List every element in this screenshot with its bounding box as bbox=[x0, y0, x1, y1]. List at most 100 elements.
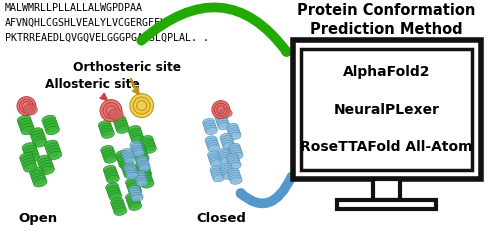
Ellipse shape bbox=[204, 123, 216, 130]
Ellipse shape bbox=[227, 155, 239, 163]
Circle shape bbox=[130, 94, 154, 117]
Ellipse shape bbox=[32, 176, 46, 184]
Ellipse shape bbox=[213, 175, 224, 182]
Ellipse shape bbox=[112, 203, 125, 210]
Ellipse shape bbox=[226, 123, 238, 131]
Text: Closed: Closed bbox=[196, 212, 246, 226]
Ellipse shape bbox=[24, 104, 38, 115]
Ellipse shape bbox=[205, 136, 217, 143]
Ellipse shape bbox=[228, 168, 239, 175]
Ellipse shape bbox=[126, 178, 138, 185]
Ellipse shape bbox=[124, 166, 136, 173]
Ellipse shape bbox=[230, 150, 242, 157]
Ellipse shape bbox=[122, 163, 134, 171]
Ellipse shape bbox=[115, 121, 128, 129]
Text: AFVNQHLCGSHLVEALYLVCGERGFFYT: AFVNQHLCGSHLVEALYLVCGERGFFYT bbox=[4, 18, 172, 28]
Ellipse shape bbox=[124, 163, 135, 170]
Circle shape bbox=[103, 103, 119, 118]
Ellipse shape bbox=[20, 155, 34, 164]
Ellipse shape bbox=[220, 163, 232, 170]
Ellipse shape bbox=[133, 145, 145, 153]
Ellipse shape bbox=[124, 170, 136, 178]
Ellipse shape bbox=[34, 139, 47, 147]
Ellipse shape bbox=[128, 125, 140, 133]
Ellipse shape bbox=[46, 143, 59, 151]
FancyArrowPatch shape bbox=[240, 177, 292, 203]
Ellipse shape bbox=[30, 168, 43, 176]
Ellipse shape bbox=[101, 128, 114, 136]
Ellipse shape bbox=[232, 152, 243, 160]
Ellipse shape bbox=[208, 145, 220, 152]
Ellipse shape bbox=[132, 195, 143, 202]
Circle shape bbox=[17, 97, 36, 116]
Ellipse shape bbox=[119, 161, 132, 168]
Ellipse shape bbox=[46, 146, 60, 154]
Circle shape bbox=[212, 101, 230, 118]
Ellipse shape bbox=[30, 128, 43, 136]
Ellipse shape bbox=[136, 155, 149, 163]
Ellipse shape bbox=[215, 113, 226, 121]
Ellipse shape bbox=[121, 148, 132, 155]
Ellipse shape bbox=[222, 168, 233, 175]
Ellipse shape bbox=[216, 116, 228, 123]
Ellipse shape bbox=[212, 170, 223, 177]
Ellipse shape bbox=[218, 150, 230, 158]
Ellipse shape bbox=[120, 161, 133, 168]
Ellipse shape bbox=[114, 118, 126, 126]
Ellipse shape bbox=[45, 123, 59, 132]
Ellipse shape bbox=[30, 170, 44, 179]
Ellipse shape bbox=[136, 158, 148, 165]
Ellipse shape bbox=[130, 192, 142, 199]
Ellipse shape bbox=[134, 150, 147, 158]
Ellipse shape bbox=[126, 170, 138, 177]
Ellipse shape bbox=[139, 170, 151, 178]
Text: Orthosteric site: Orthosteric site bbox=[73, 61, 181, 93]
Ellipse shape bbox=[116, 153, 129, 161]
Ellipse shape bbox=[206, 140, 218, 147]
Ellipse shape bbox=[100, 145, 114, 153]
Ellipse shape bbox=[130, 143, 142, 150]
Ellipse shape bbox=[208, 143, 219, 150]
Ellipse shape bbox=[202, 118, 214, 125]
Ellipse shape bbox=[24, 148, 38, 156]
Ellipse shape bbox=[123, 155, 135, 162]
Ellipse shape bbox=[230, 175, 241, 182]
Ellipse shape bbox=[136, 180, 148, 187]
Ellipse shape bbox=[230, 177, 242, 184]
Ellipse shape bbox=[122, 150, 134, 158]
Ellipse shape bbox=[102, 131, 114, 138]
Ellipse shape bbox=[17, 115, 30, 124]
Ellipse shape bbox=[130, 190, 141, 197]
Text: Open: Open bbox=[18, 212, 58, 226]
Ellipse shape bbox=[113, 205, 126, 213]
Ellipse shape bbox=[228, 160, 240, 167]
Ellipse shape bbox=[133, 150, 144, 157]
Ellipse shape bbox=[126, 180, 139, 188]
Ellipse shape bbox=[138, 168, 150, 176]
Ellipse shape bbox=[19, 121, 32, 129]
Ellipse shape bbox=[104, 155, 117, 163]
Ellipse shape bbox=[229, 173, 240, 180]
Ellipse shape bbox=[138, 163, 150, 170]
Text: Prediction Method: Prediction Method bbox=[310, 22, 463, 37]
Ellipse shape bbox=[23, 145, 36, 154]
Ellipse shape bbox=[118, 158, 131, 166]
Ellipse shape bbox=[130, 133, 143, 141]
Ellipse shape bbox=[129, 128, 141, 136]
Text: Allosteric site: Allosteric site bbox=[45, 78, 140, 99]
Ellipse shape bbox=[132, 136, 144, 143]
Ellipse shape bbox=[219, 153, 230, 160]
Ellipse shape bbox=[125, 168, 136, 175]
Ellipse shape bbox=[103, 165, 116, 173]
Ellipse shape bbox=[112, 200, 124, 208]
Ellipse shape bbox=[130, 131, 142, 138]
Ellipse shape bbox=[123, 168, 136, 176]
Ellipse shape bbox=[126, 195, 139, 203]
Ellipse shape bbox=[212, 172, 224, 180]
FancyBboxPatch shape bbox=[302, 49, 472, 170]
Circle shape bbox=[136, 101, 146, 111]
Ellipse shape bbox=[44, 140, 58, 149]
Ellipse shape bbox=[208, 151, 220, 158]
Ellipse shape bbox=[137, 165, 149, 173]
Ellipse shape bbox=[106, 183, 118, 191]
